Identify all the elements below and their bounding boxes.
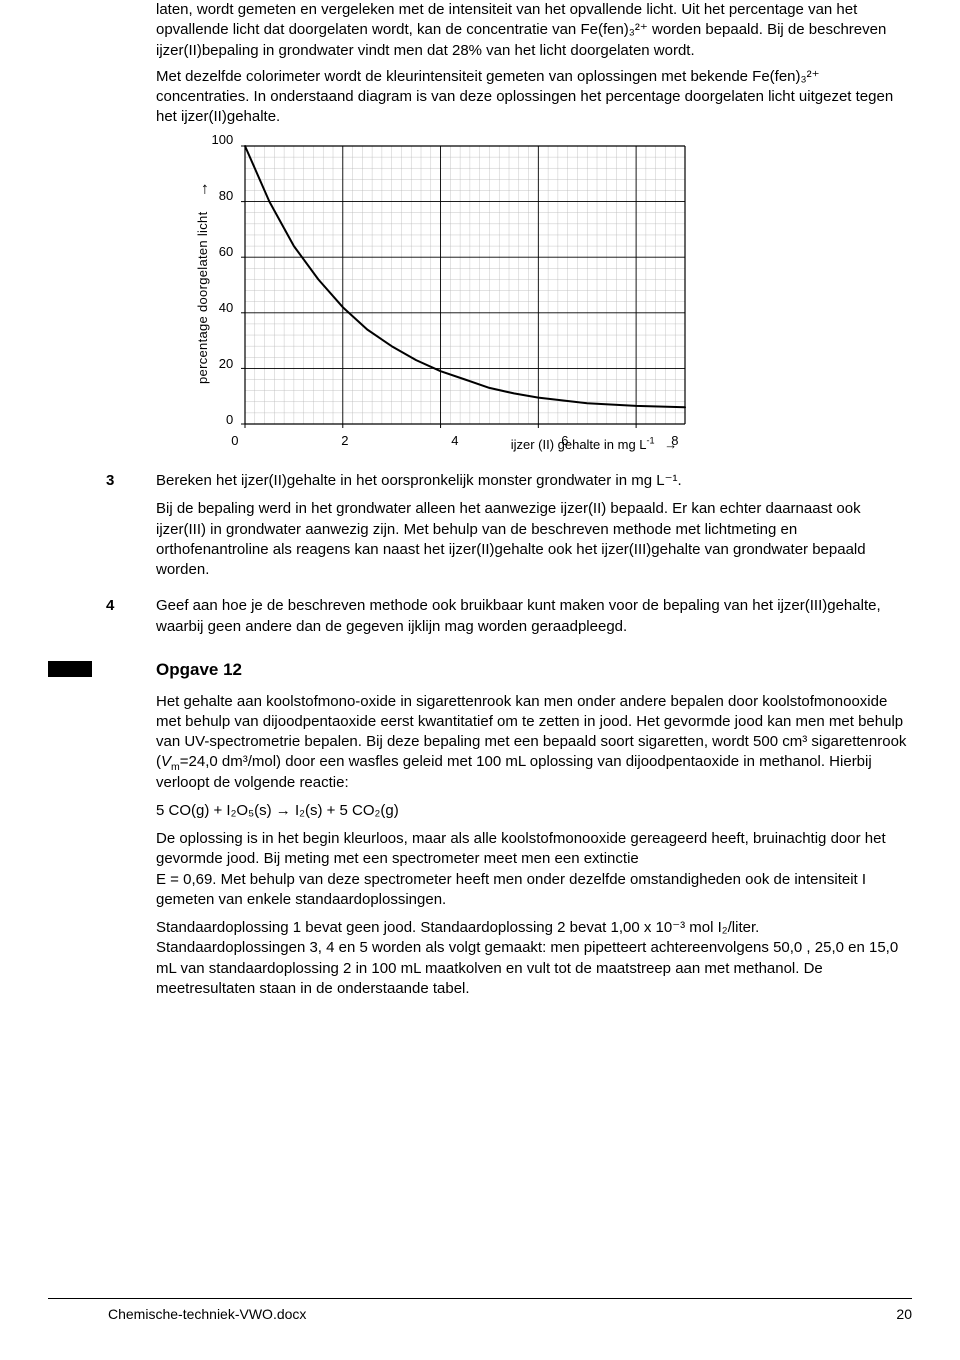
footer-page-number: 20 (896, 1305, 912, 1324)
footer-filename: Chemische-techniek-VWO.docx (108, 1305, 306, 1324)
footer-rule (48, 1298, 912, 1299)
opgave-12-title: Opgave 12 (156, 659, 242, 682)
chart-y-label: percentage doorgelaten licht → (188, 178, 212, 384)
opgave-12-equation: 5 CO(g) + I₂O₅(s) → I₂(s) + 5 CO₂(g) (48, 801, 912, 821)
section-marker-bar (48, 661, 92, 677)
chart-plot (237, 140, 693, 430)
opg12-vm: V (161, 753, 171, 770)
chart-y-ticks: 100 80 60 40 20 0 (212, 140, 238, 420)
opg12-p1b: =24,0 dm³/mol) door een wasfles geleid m… (156, 753, 872, 790)
chart-x-label-text: ijzer (II) gehalte in mg L (511, 437, 647, 452)
question-3-number: 3 (48, 471, 156, 491)
opgave-12-header: Opgave 12 (48, 659, 912, 682)
chart-y-arrow: → (192, 181, 214, 197)
opg12-vm-sub: m (171, 761, 180, 773)
opgave-12-para-2: De oplossing is in het begin kleurloos, … (48, 829, 912, 870)
intro-para-1: laten, wordt gemeten en vergeleken met d… (48, 0, 912, 61)
chart-x-label-sup: -1 (647, 435, 655, 445)
opgave-12-para-4: Standaardoplossing 1 bevat geen jood. St… (48, 918, 912, 999)
question-3: 3 Bereken het ijzer(II)gehalte in het oo… (48, 471, 912, 588)
opgave-12-para-1: Het gehalte aan koolstofmono-oxide in si… (48, 692, 912, 793)
xtick: 8 (671, 432, 678, 450)
question-3-followup: Bij de bepaling werd in het grondwater a… (156, 499, 912, 580)
xtick: 6 (561, 432, 568, 450)
intro-para-2: Met dezelfde colorimeter wordt de kleuri… (48, 67, 912, 128)
xtick: 0 (231, 432, 238, 450)
question-4: 4 Geef aan hoe je de beschreven methode … (48, 596, 912, 645)
page-footer: Chemische-techniek-VWO.docx 20 (48, 1298, 912, 1324)
xtick: 2 (341, 432, 348, 450)
chart-y-label-text: percentage doorgelaten licht (195, 212, 210, 384)
opgave-12-para-3: E = 0,69. Met behulp van deze spectromet… (48, 870, 912, 911)
xtick: 4 (451, 432, 458, 450)
calibration-chart: percentage doorgelaten licht → 100 80 60… (48, 140, 912, 454)
page: laten, wordt gemeten en vergeleken met d… (0, 0, 960, 1360)
question-3-text: Bereken het ijzer(II)gehalte in het oors… (156, 471, 912, 491)
question-4-text: Geef aan hoe je de beschreven methode oo… (156, 596, 912, 637)
question-4-number: 4 (48, 596, 156, 616)
